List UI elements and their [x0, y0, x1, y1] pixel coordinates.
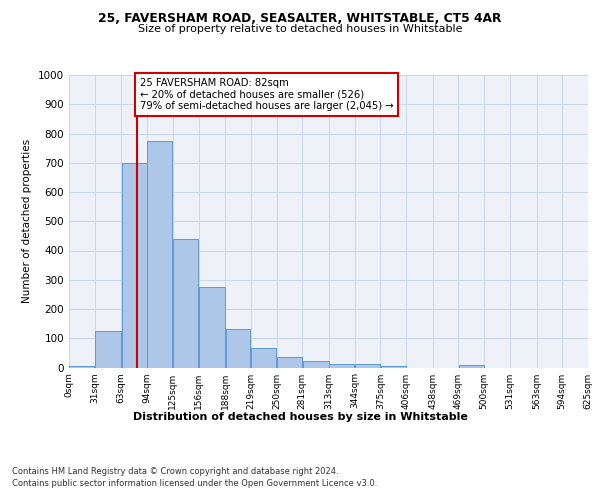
Bar	[459, 364, 484, 368]
Bar	[303, 361, 329, 368]
Text: 25, FAVERSHAM ROAD, SEASALTER, WHITSTABLE, CT5 4AR: 25, FAVERSHAM ROAD, SEASALTER, WHITSTABL…	[98, 12, 502, 26]
Bar	[95, 331, 121, 368]
Bar	[122, 163, 146, 368]
Bar	[329, 364, 354, 368]
Bar	[148, 141, 172, 368]
Bar	[199, 287, 225, 368]
Bar	[226, 330, 250, 368]
Text: Contains HM Land Registry data © Crown copyright and database right 2024.: Contains HM Land Registry data © Crown c…	[12, 468, 338, 476]
Text: Size of property relative to detached houses in Whitstable: Size of property relative to detached ho…	[138, 24, 462, 34]
Text: 25 FAVERSHAM ROAD: 82sqm
← 20% of detached houses are smaller (526)
79% of semi-: 25 FAVERSHAM ROAD: 82sqm ← 20% of detach…	[140, 78, 393, 111]
Bar	[251, 348, 276, 368]
Bar	[173, 239, 198, 368]
Bar	[70, 366, 94, 368]
Bar	[277, 358, 302, 368]
Text: Distribution of detached houses by size in Whitstable: Distribution of detached houses by size …	[133, 412, 467, 422]
Bar	[381, 366, 406, 368]
Bar	[355, 364, 380, 368]
Y-axis label: Number of detached properties: Number of detached properties	[22, 139, 32, 304]
Text: Contains public sector information licensed under the Open Government Licence v3: Contains public sector information licen…	[12, 478, 377, 488]
